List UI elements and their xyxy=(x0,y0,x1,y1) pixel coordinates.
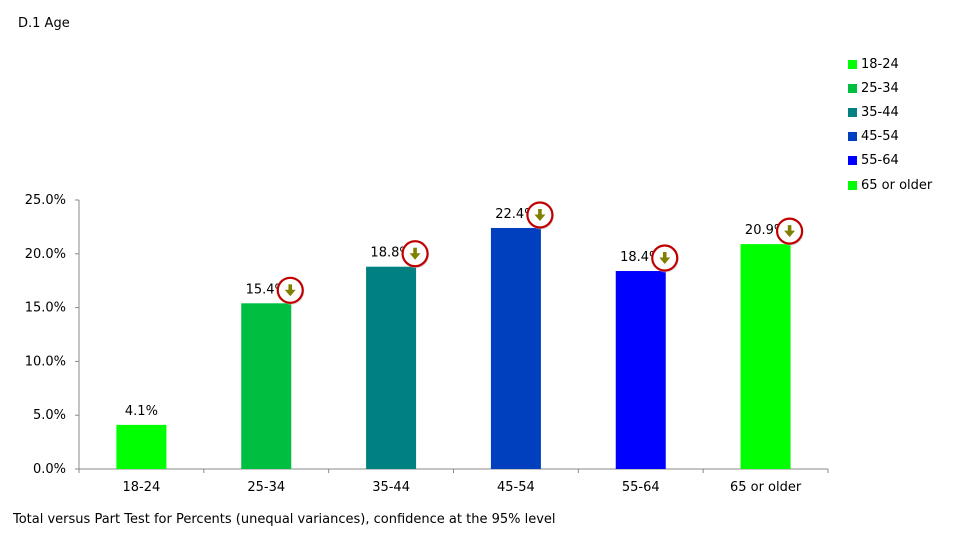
legend-swatch xyxy=(848,107,857,117)
legend-label: 65 or older xyxy=(861,177,933,193)
y-tick-label: 15.0% xyxy=(25,301,66,316)
down-arrow-circle-icon xyxy=(526,201,554,230)
bar xyxy=(116,424,167,469)
legend-label: 35-44 xyxy=(861,104,899,120)
legend-swatch xyxy=(848,83,857,93)
legend-label: 45-54 xyxy=(861,129,899,145)
bar xyxy=(490,227,541,469)
legend-item: 45-54 xyxy=(848,125,932,149)
x-tick-label: 25-34 xyxy=(247,480,285,495)
footnote: Total versus Part Test for Percents (une… xyxy=(13,512,556,527)
y-tick-label: 5.0% xyxy=(33,408,66,423)
legend-swatch xyxy=(848,180,857,190)
bar xyxy=(366,266,417,469)
legend-item: 65 or older xyxy=(848,173,932,197)
data-label: 20.9% xyxy=(745,223,786,238)
bar xyxy=(740,244,791,469)
legend: 18-24 25-34 35-44 45-54 55-64 65 or older xyxy=(848,52,932,197)
data-label: 22.4% xyxy=(495,207,536,222)
down-arrow-circle-icon xyxy=(276,276,305,305)
legend-swatch xyxy=(848,132,857,142)
chart-title: D.1 Age xyxy=(18,16,70,31)
legend-item: 55-64 xyxy=(848,149,932,173)
legend-item: 35-44 xyxy=(848,100,932,124)
data-label: 15.4% xyxy=(246,282,287,297)
down-arrow-circle-icon xyxy=(775,217,804,246)
y-tick-label: 0.0% xyxy=(33,462,66,477)
down-arrow-circle-icon xyxy=(651,244,679,273)
down-arrow-circle-icon xyxy=(401,240,430,269)
legend-label: 25-34 xyxy=(861,80,899,96)
x-tick-label: 35-44 xyxy=(372,480,410,495)
x-tick-label: 55-64 xyxy=(622,480,660,495)
data-label: 18.8% xyxy=(370,246,411,261)
y-tick-label: 20.0% xyxy=(25,247,66,262)
bar xyxy=(241,303,292,469)
legend-swatch xyxy=(848,59,857,69)
data-label: 4.1% xyxy=(125,404,158,419)
data-label: 18.4% xyxy=(620,250,661,265)
x-tick-label: 65 or older xyxy=(730,480,802,495)
y-tick-label: 10.0% xyxy=(25,354,66,369)
bar xyxy=(615,271,666,469)
legend-swatch xyxy=(848,156,857,166)
x-tick-label: 45-54 xyxy=(497,480,535,495)
legend-item: 18-24 xyxy=(848,52,932,76)
x-tick-label: 18-24 xyxy=(123,480,161,495)
legend-label: 18-24 xyxy=(861,56,899,72)
legend-label: 55-64 xyxy=(861,153,899,169)
y-tick-label: 25.0% xyxy=(25,193,66,208)
legend-item: 25-34 xyxy=(848,76,932,100)
